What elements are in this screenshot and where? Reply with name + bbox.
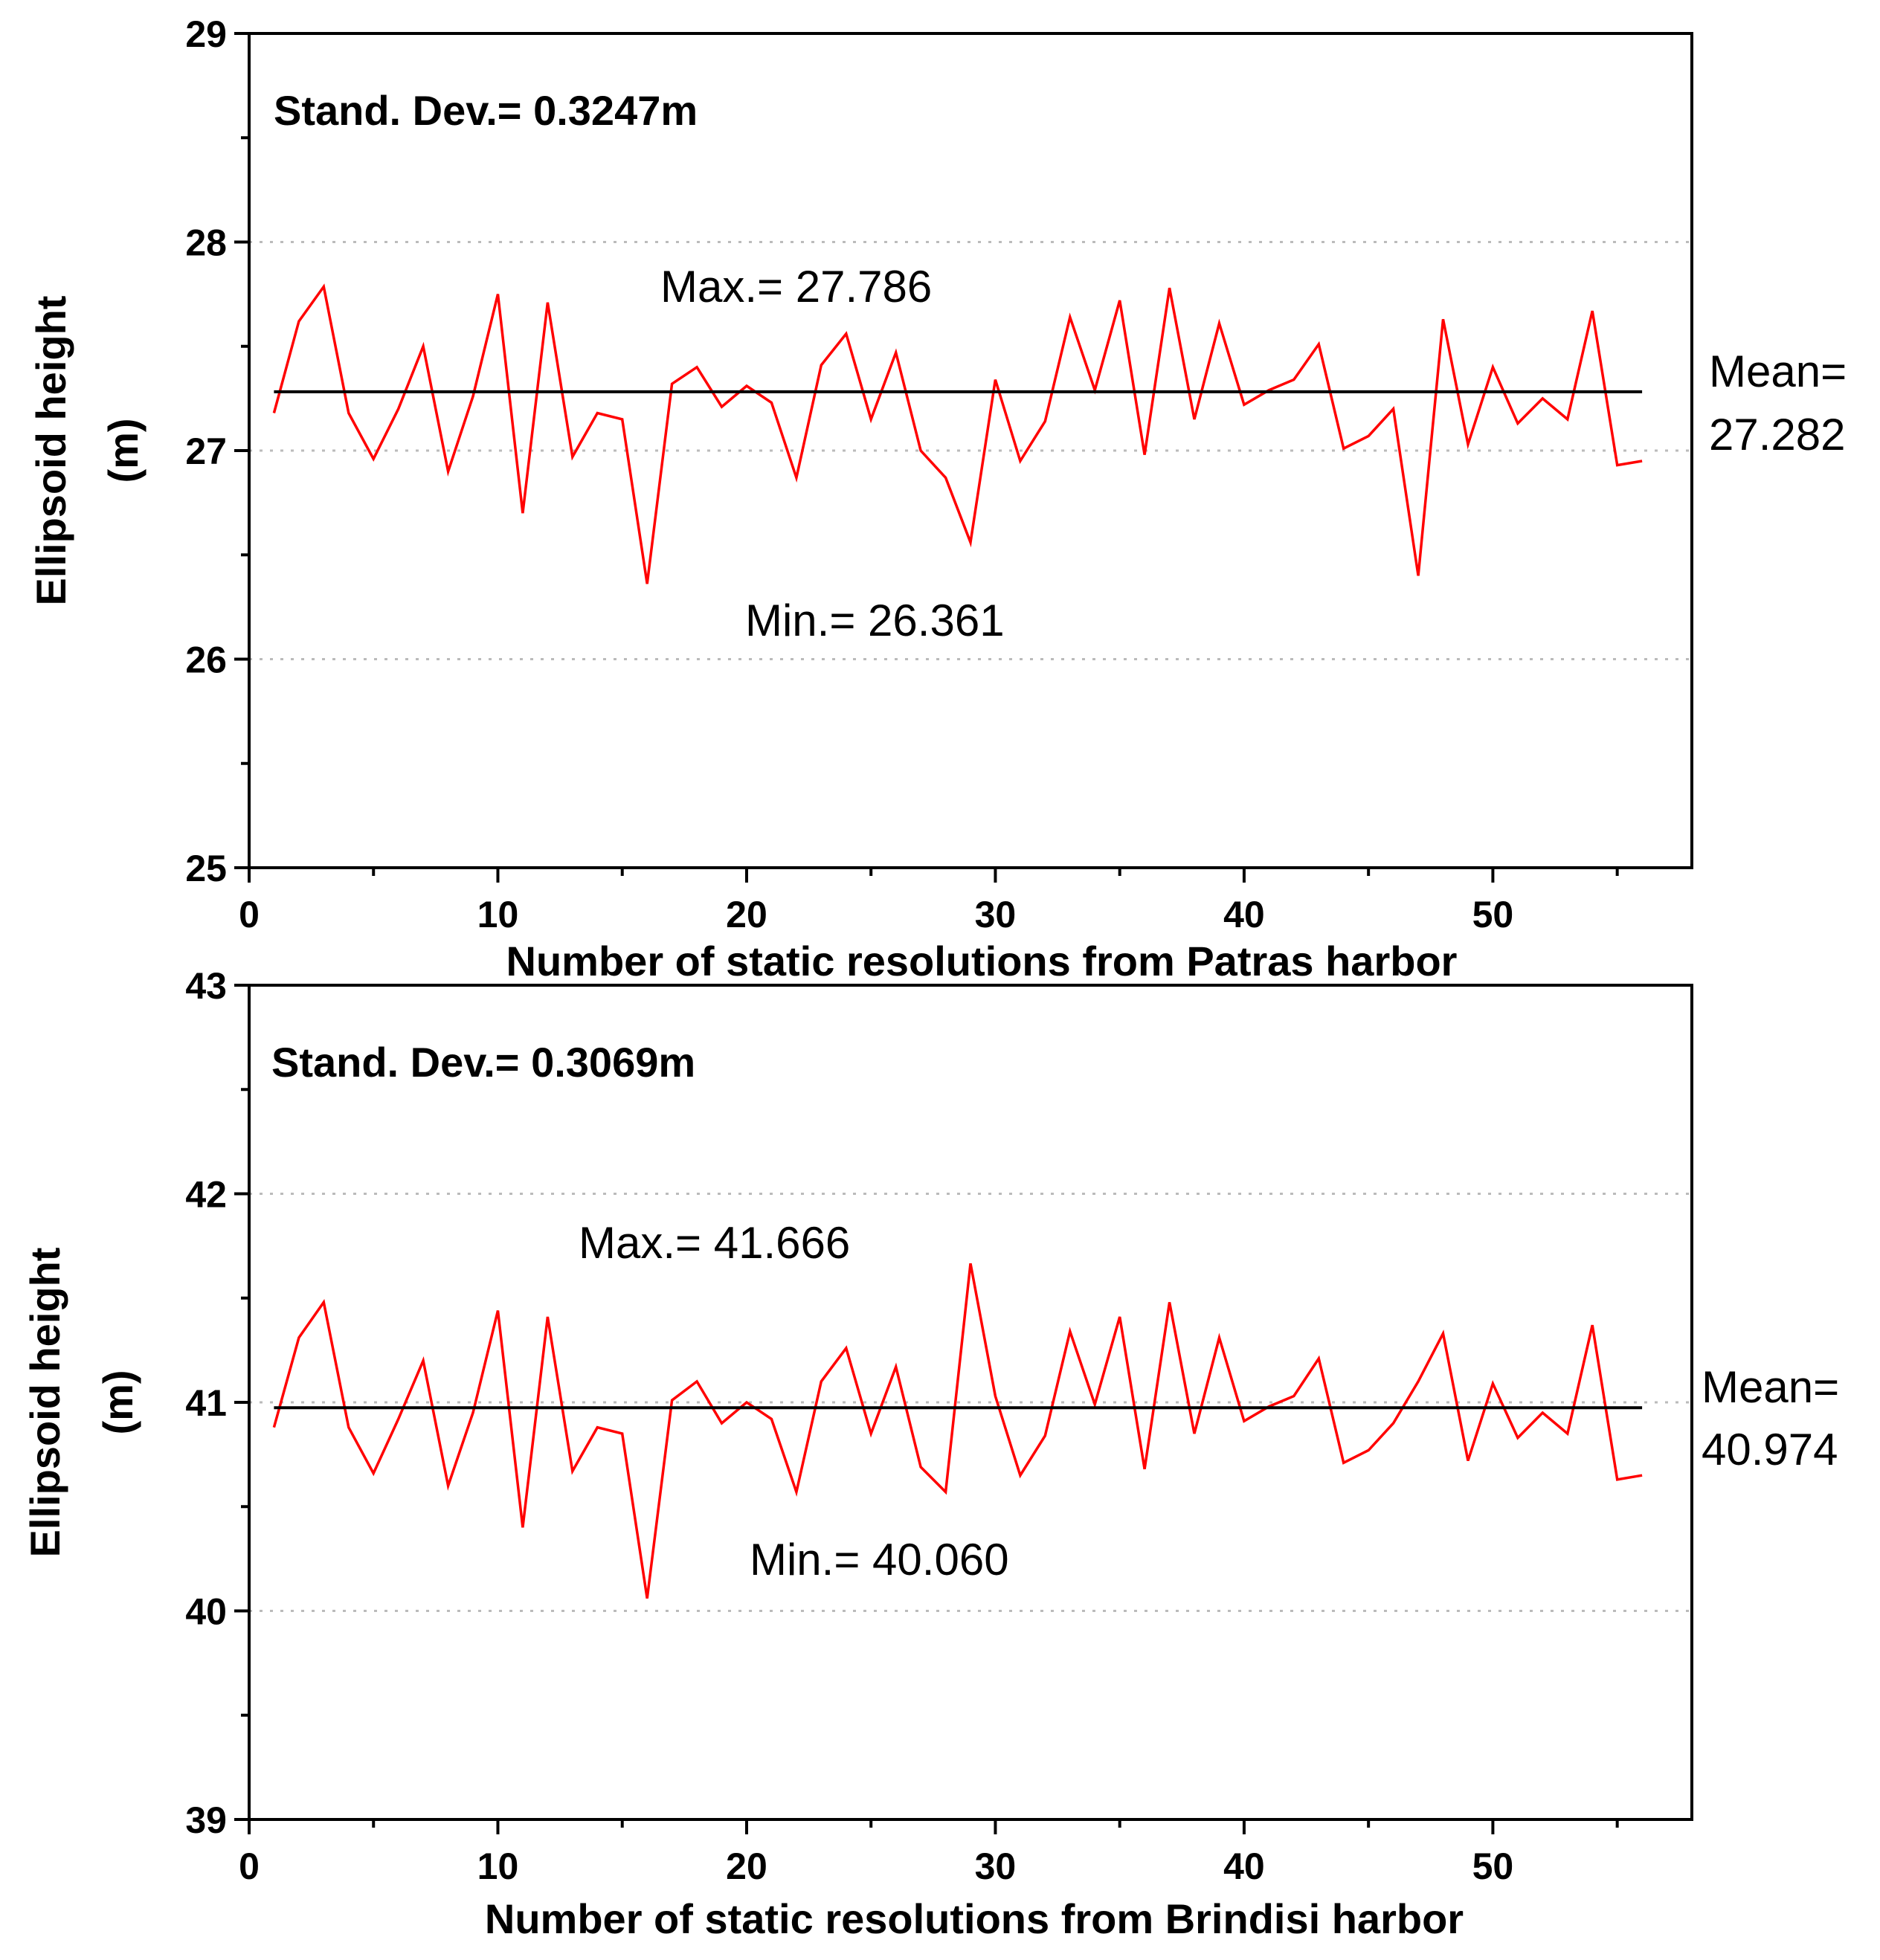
y-axis-title-line1: Ellipsoid height [22,1248,68,1558]
axis-ticks: 39 40 41 42 43 0 10 20 30 40 50 [185,965,1619,1887]
min-annotation: Min.= 26.361 [745,596,1005,645]
y-tick-label: 41 [185,1382,227,1424]
x-tick-label: 10 [477,894,519,935]
max-annotation: Max.= 41.666 [579,1218,850,1268]
y-tick-label: 29 [185,13,227,55]
x-tick-label: 0 [239,1845,260,1887]
series-layer [272,283,1643,584]
x-tick-label: 50 [1472,894,1514,935]
x-tick-label: 30 [975,1845,1017,1887]
y-tick-label: 39 [185,1799,227,1841]
y-tick-label: 27 [185,431,227,472]
min-annotation: Min.= 40.060 [750,1535,1009,1585]
y-axis-title-line2: (m) [100,418,147,483]
mean-value: 40.974 [1702,1425,1838,1474]
y-tick-label: 42 [185,1174,227,1216]
x-tick-label: 40 [1223,1845,1265,1887]
y-tick-label: 43 [185,965,227,1007]
height-series-line [272,1263,1643,1599]
y-tick-label: 40 [185,1591,227,1633]
height-series-line [272,283,1643,584]
panel-patras: 25 26 27 28 29 0 10 20 30 40 50 Stand. Dev.= 0.324… [28,13,1847,984]
x-tick-label: 0 [239,894,260,935]
std-dev-annotation: Stand. Dev.= 0.3247m [274,87,698,134]
y-axis-title-line2: (m) [94,1370,141,1434]
x-tick-label: 20 [726,894,767,935]
mean-value: 27.282 [1709,410,1846,460]
x-axis-title: Number of static resolutions from Brindi… [485,1895,1464,1942]
x-tick-label: 50 [1472,1845,1514,1887]
x-tick-label: 30 [975,894,1017,935]
x-tick-label: 20 [726,1845,767,1887]
max-annotation: Max.= 27.786 [660,262,932,312]
std-dev-annotation: Stand. Dev.= 0.3069m [271,1039,695,1086]
y-tick-label: 26 [185,639,227,681]
x-tick-label: 40 [1223,894,1265,935]
y-tick-label: 25 [185,848,227,889]
mean-label: Mean= [1702,1362,1839,1412]
panel-brindisi: 39 40 41 42 43 0 10 20 30 40 50 Stand. Dev.= 0.306… [22,965,1839,1942]
x-axis-title: Number of static resolutions from Patras… [506,938,1458,984]
grid-lines [249,1193,1692,1612]
mean-label: Mean= [1709,346,1847,396]
grid-lines [249,241,1692,660]
y-tick-label: 28 [185,222,227,264]
y-axis-title-line1: Ellipsoid height [28,296,74,606]
x-tick-label: 10 [477,1845,519,1887]
axis-ticks: 25 26 27 28 29 0 10 20 30 40 50 [185,13,1619,935]
series-layer [272,1263,1643,1599]
